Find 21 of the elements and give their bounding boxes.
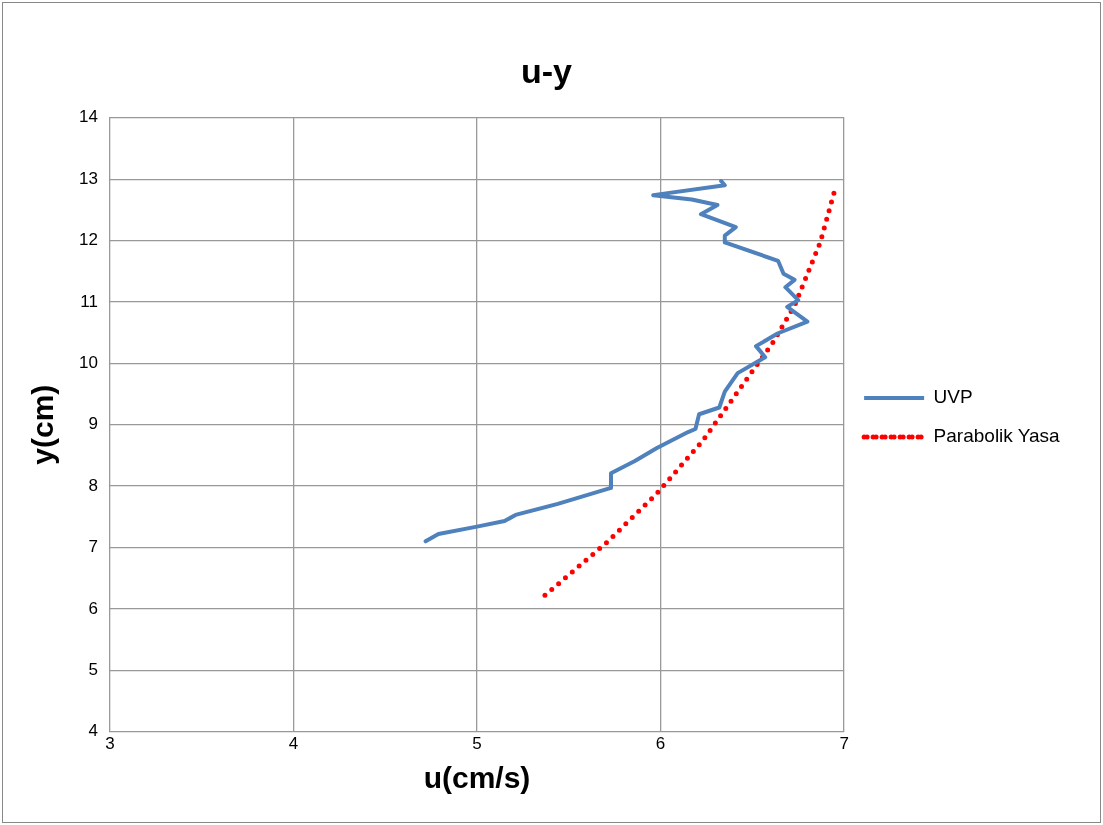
x-tick-label: 5 (472, 734, 482, 754)
x-tick-label: 4 (288, 734, 299, 754)
y-tick-label: 14 (78, 107, 98, 127)
y-tick-label: 7 (88, 537, 98, 557)
y-tick-label: 11 (80, 291, 98, 311)
y-axis-title: y(cm) (26, 384, 60, 465)
y-tick-label: 12 (78, 230, 98, 250)
legend-label: UVP (933, 386, 973, 408)
chart-title: u-y (521, 51, 573, 90)
y-tick-label: 13 (78, 168, 98, 188)
y-tick-label: 8 (88, 475, 98, 495)
y-tick-label: 6 (88, 598, 98, 618)
x-tick-label: 7 (839, 734, 849, 754)
y-tick-label: 5 (88, 659, 98, 679)
y-tick-label: 9 (88, 414, 98, 434)
y-tick-label: 4 (88, 721, 98, 741)
x-axis-title: u(cm/s) (423, 761, 531, 795)
x-tick-label: 6 (655, 734, 666, 754)
x-tick-label: 3 (105, 734, 115, 754)
legend-label: Parabolik Yasa (933, 425, 1061, 447)
y-tick-label: 10 (78, 353, 98, 373)
